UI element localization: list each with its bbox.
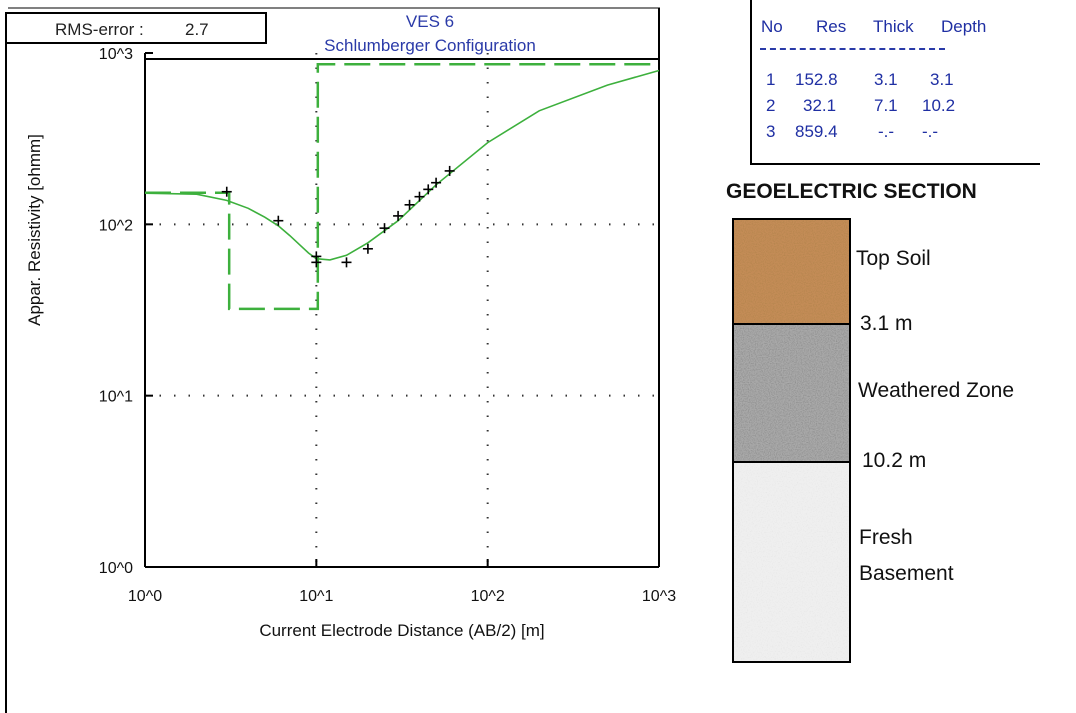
section-title: GEOELECTRIC SECTION [726, 180, 977, 203]
x-axis-label: Current Electrode Distance (AB/2) [m] [259, 621, 544, 640]
y-tick-label: 10^0 [99, 560, 133, 577]
rms-error-label: RMS-error : [55, 20, 144, 39]
table-row-2-depth: 10.2 [922, 96, 956, 115]
y-tick-label: 10^3 [99, 46, 133, 63]
y-tick-label: 10^1 [99, 389, 133, 406]
observed-point [379, 223, 390, 234]
observed-point [414, 191, 425, 202]
table-row-2-no: 2 [766, 96, 776, 115]
observed-point [341, 257, 352, 268]
table-row-3-res: 859.4 [795, 122, 838, 141]
observed-point [393, 210, 404, 221]
table-divider [760, 48, 945, 50]
observed-point [444, 165, 455, 176]
layer-table-panel [750, 0, 1040, 165]
chart-title-block: VES 6 Schlumberger Configuration [300, 10, 560, 58]
depth-label-1: 3.1 m [860, 312, 913, 335]
y-tick-label: 10^2 [99, 217, 133, 234]
x-tick-label: 10^2 [471, 588, 505, 605]
rms-error-value: 2.7 [185, 20, 209, 39]
table-row-1-res: 152.8 [795, 70, 838, 89]
chart-series [144, 63, 660, 311]
chart-axes [8, 7, 660, 568]
x-tick-label: 10^1 [299, 588, 333, 605]
table-header-depth: Depth [941, 17, 987, 36]
y-axis-label: Appar. Resistivity [ohmm] [25, 134, 44, 326]
observed-point [423, 184, 434, 195]
calculated-curve [144, 69, 660, 261]
table-row-2-res: 32.1 [803, 96, 837, 115]
table-row-3-no: 3 [766, 122, 776, 141]
chart-ticks: 10^0 10^0 10^1 10^1 10^2 10^2 10^3 10^3 Current … [25, 46, 676, 640]
panel-left-border [5, 44, 7, 713]
rms-error-box: RMS-error : 2.7 [5, 12, 267, 44]
table-row-1-thick: 3.1 [874, 70, 898, 89]
table-header-thick: Thick [873, 17, 914, 36]
x-tick-label: 10^3 [642, 588, 676, 605]
table-row-3-thick: -.- [878, 122, 895, 141]
model-layer-line [145, 63, 659, 311]
table-header-res: Res [816, 17, 847, 36]
observed-point [311, 257, 322, 268]
layer-label-top-soil: Top Soil [856, 247, 931, 270]
chart-grid [145, 53, 659, 567]
layer-label-fresh-basement: Fresh Basement [859, 526, 954, 585]
table-header-no: No [761, 17, 783, 36]
observed-point [221, 186, 232, 197]
table-row-1-no: 1 [766, 70, 776, 89]
chart-subtitle: Schlumberger Configuration [324, 36, 536, 55]
table-row-2-thick: 7.1 [874, 96, 898, 115]
chart-title: VES 6 [405, 12, 455, 31]
table-row-1-depth: 3.1 [930, 70, 954, 89]
observed-point [431, 177, 442, 188]
layer-label-weathered-zone: Weathered Zone [858, 379, 1015, 402]
observed-point [404, 199, 415, 210]
depth-label-2: 10.2 m [862, 449, 927, 472]
x-tick-label: 10^0 [128, 588, 162, 605]
observed-point [362, 243, 373, 254]
table-row-3-depth: -.- [922, 122, 939, 141]
observed-point [273, 215, 284, 226]
